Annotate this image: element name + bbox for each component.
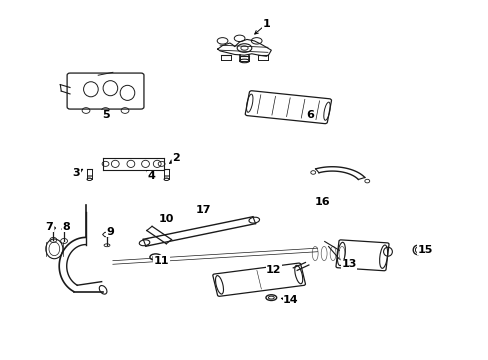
Text: 5: 5 [102,111,109,121]
Text: 16: 16 [314,197,330,207]
Text: 4: 4 [147,171,156,181]
Text: 10: 10 [159,215,174,224]
Text: 1: 1 [262,19,270,29]
Text: 15: 15 [416,245,432,255]
Text: 12: 12 [265,265,281,275]
Text: 9: 9 [106,227,114,237]
Text: 3: 3 [72,168,80,178]
Text: 14: 14 [283,295,298,305]
Text: 7: 7 [45,222,53,231]
Text: 2: 2 [172,153,180,163]
Text: 17: 17 [195,206,210,216]
Text: 13: 13 [341,259,356,269]
Text: 11: 11 [154,256,169,266]
Text: 6: 6 [306,111,314,121]
Text: 8: 8 [62,222,70,231]
